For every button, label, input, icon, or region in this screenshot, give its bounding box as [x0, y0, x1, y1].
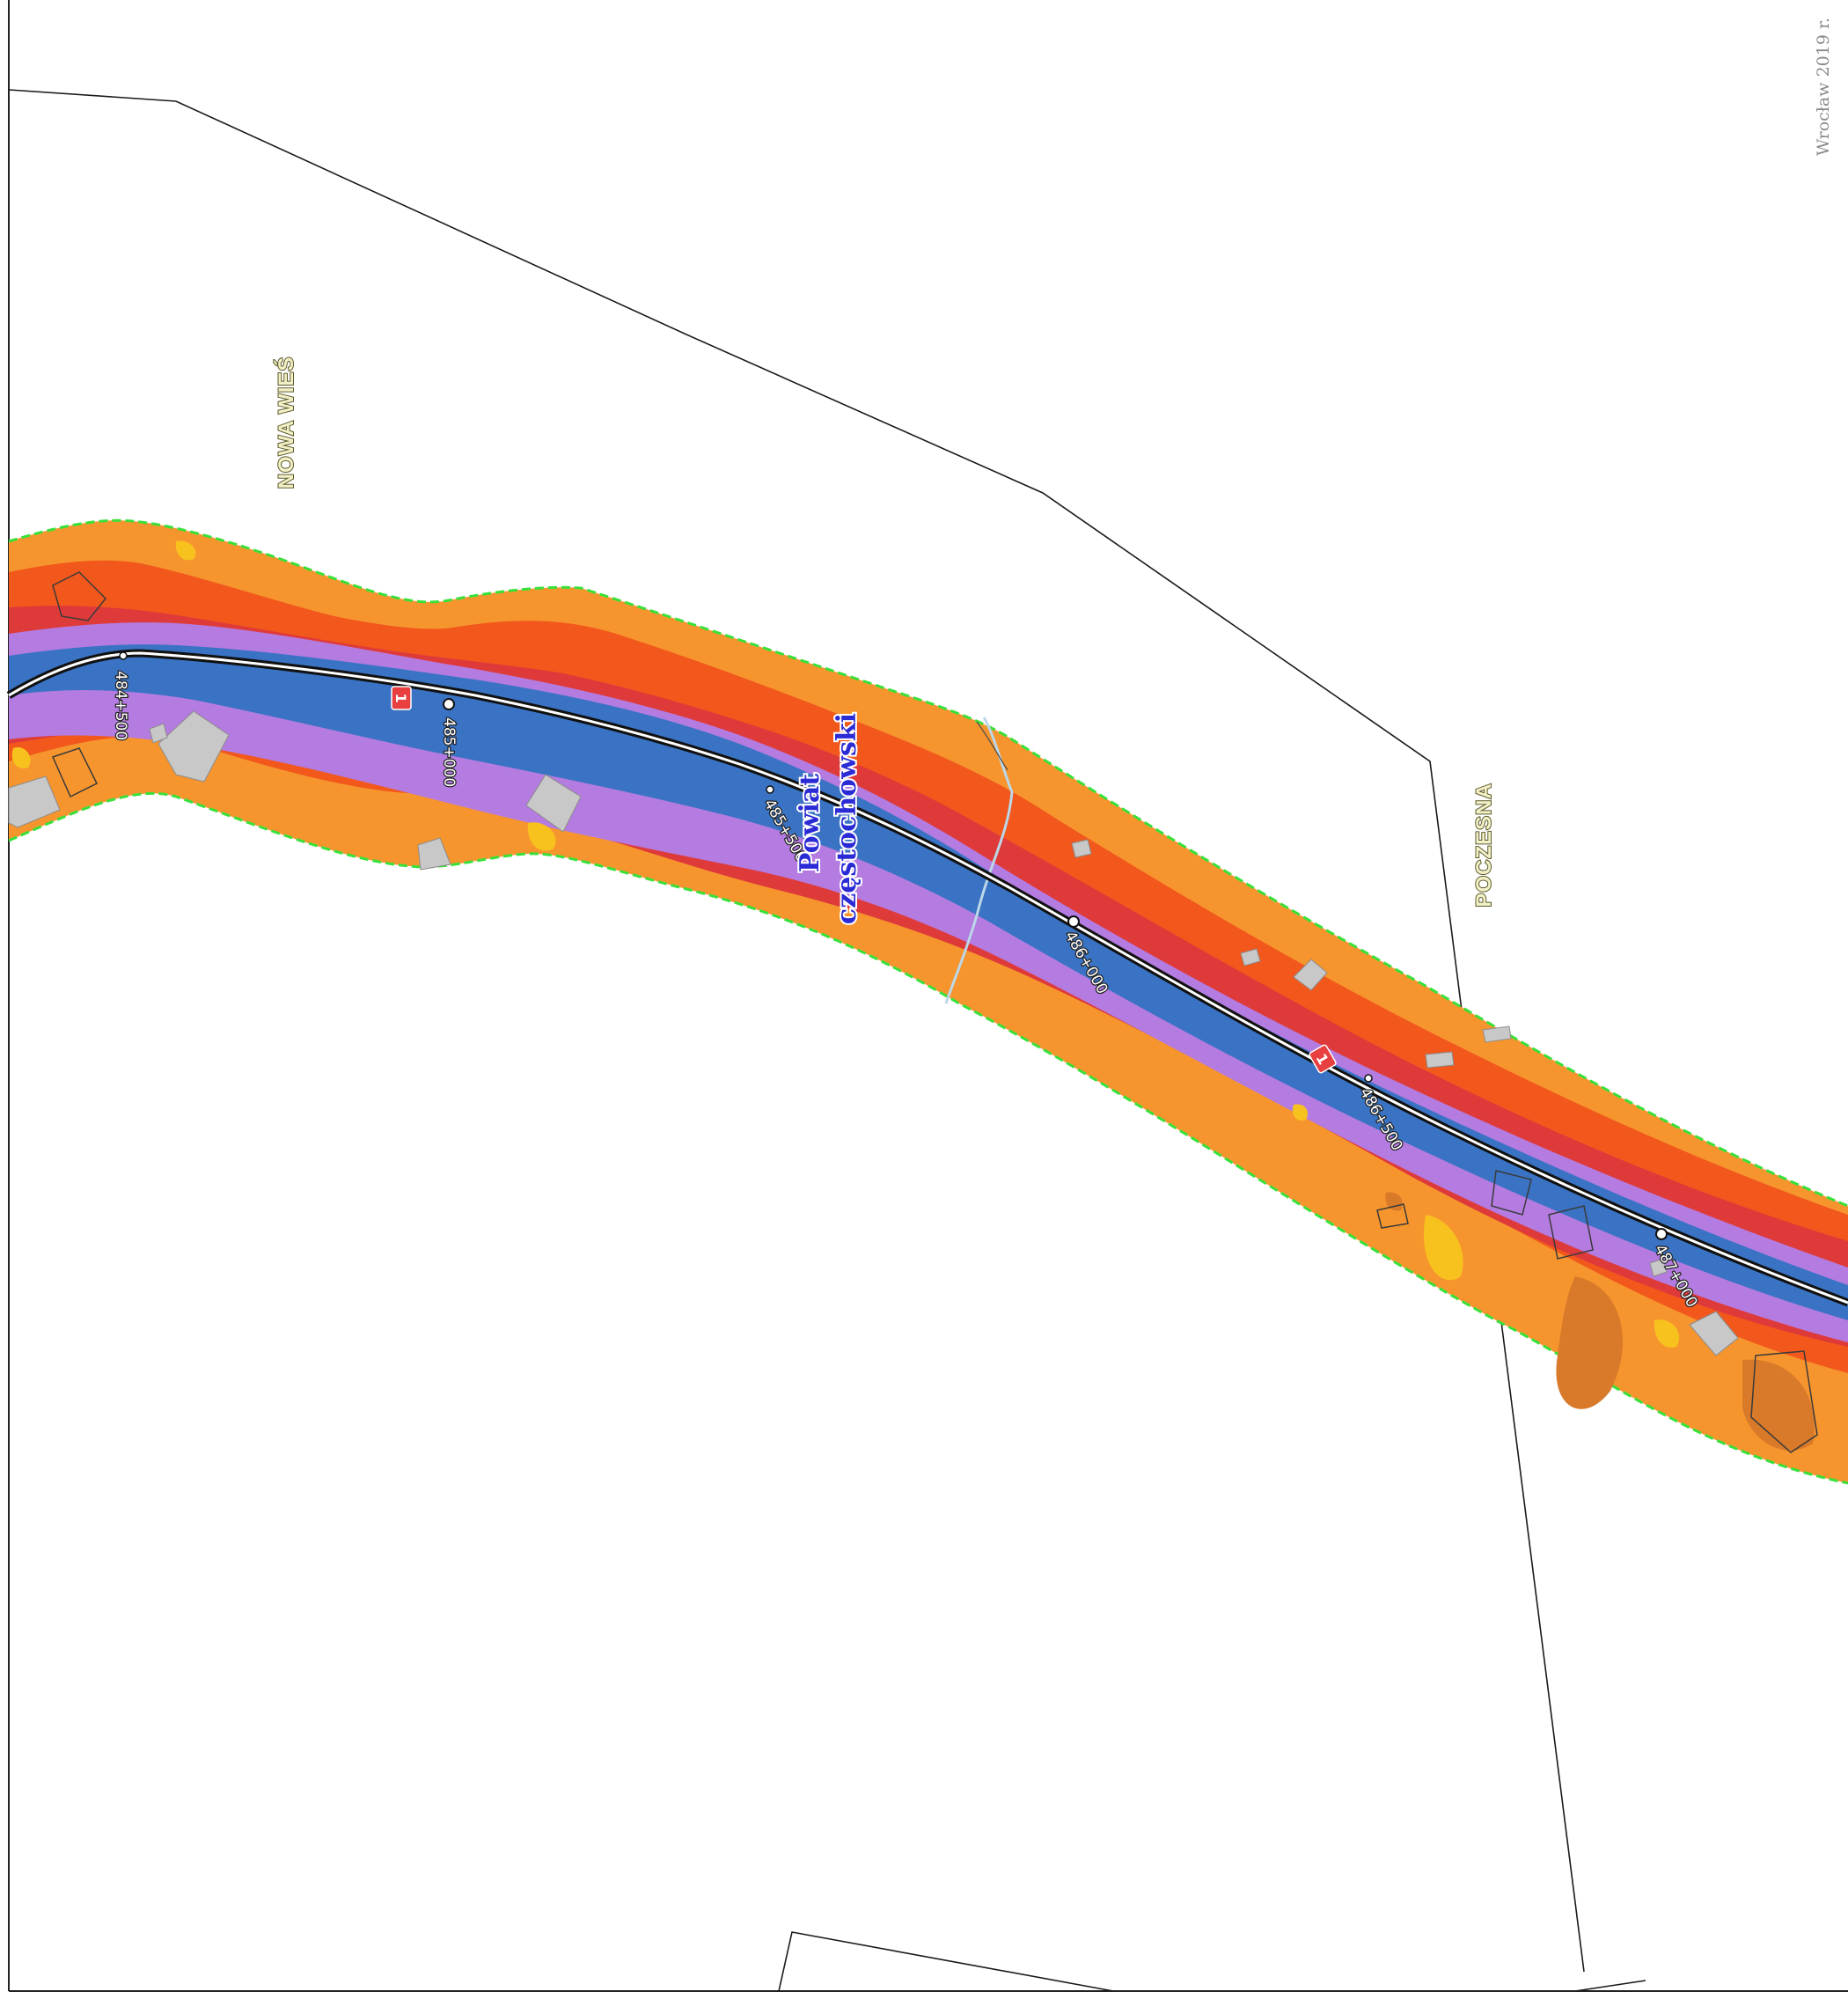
parcel-outlines	[51, 571, 1818, 1453]
chainage-dot	[1364, 1074, 1373, 1083]
dark-orange-patch	[1556, 1276, 1624, 1409]
chainage-dot	[119, 651, 128, 660]
road-marker-east: 1	[1309, 1044, 1337, 1074]
motorway	[6, 649, 1848, 1307]
yellow-patch	[1292, 1104, 1309, 1121]
road-marker-west: 1	[391, 686, 412, 710]
building	[1649, 1258, 1668, 1277]
building	[1293, 959, 1328, 991]
yellow-patch	[1424, 1215, 1463, 1281]
chainage-484-500: 484+500	[111, 651, 130, 741]
chainage-label: 485+000	[440, 717, 458, 787]
footer-date: Wrocław 2019 r.	[1814, 18, 1833, 156]
yellow-patch	[527, 822, 556, 851]
buffer-boundary-north	[8, 518, 1848, 1208]
building	[1071, 839, 1092, 858]
county-label-line2: częstochowski	[832, 713, 862, 924]
parcel	[52, 571, 107, 621]
noise-buffer	[9, 520, 1848, 1484]
buffer-boundary	[8, 518, 1848, 1485]
building	[525, 774, 582, 833]
zone-purple	[9, 622, 1848, 1342]
administrative-boundaries	[8, 89, 1646, 1992]
yellow-patch	[11, 747, 31, 768]
chainage-dot	[766, 785, 774, 794]
chainage-485-000: 485+000	[439, 698, 458, 788]
county-label: Powiat częstochowski	[793, 711, 864, 926]
road-marker-number: 1	[392, 693, 409, 702]
stream-bank	[976, 721, 1008, 771]
road-marker-shield	[391, 686, 412, 710]
dark-orange-patch	[1742, 1359, 1815, 1451]
building	[149, 723, 168, 744]
road-marker-shield	[1309, 1044, 1337, 1074]
chainage-dot	[1655, 1228, 1668, 1240]
building	[1240, 948, 1261, 966]
building	[158, 710, 230, 783]
parcel	[1548, 1205, 1594, 1260]
chainage-dot	[443, 698, 455, 710]
chainage-label: 484+500	[112, 671, 129, 740]
building	[1689, 1311, 1739, 1356]
parcel	[1491, 1170, 1532, 1216]
boundary-corner-south	[1574, 1980, 1646, 1992]
place-label-nowa-wies: NOWA WIEŚ	[274, 356, 298, 489]
parcel	[51, 747, 99, 798]
buildings	[8, 710, 1739, 1356]
yellow-patch	[1654, 1319, 1680, 1348]
yellow-patch	[175, 540, 196, 561]
dark-orange-patch	[1385, 1192, 1404, 1211]
parcel	[1376, 1203, 1409, 1229]
gmina-boundary-north	[8, 89, 1585, 1973]
county-label-line1: Powiat	[795, 774, 825, 872]
motorway-line-inner	[8, 651, 1848, 1304]
building	[1425, 1051, 1455, 1069]
building	[8, 775, 61, 828]
chainage-dot	[1067, 915, 1080, 928]
place-label-poczesna: POCZESNA	[1472, 783, 1496, 907]
noise-patches	[11, 540, 1815, 1451]
building	[1482, 1025, 1512, 1043]
building	[417, 837, 451, 871]
zone-blue	[9, 644, 1848, 1320]
road-number-markers: 1 1	[391, 686, 1337, 1074]
parcel	[1750, 1350, 1818, 1453]
page-frame	[8, 0, 1848, 1992]
gmina-boundary-south	[778, 1931, 1114, 1992]
